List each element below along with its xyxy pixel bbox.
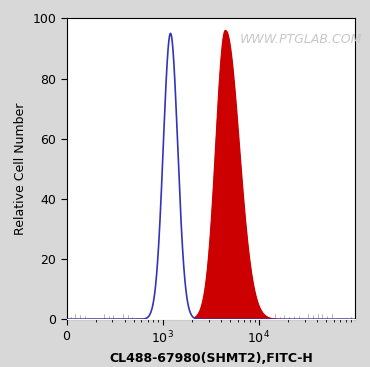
Y-axis label: Relative Cell Number: Relative Cell Number <box>14 103 27 235</box>
X-axis label: CL488-67980(SHMT2),FITC-H: CL488-67980(SHMT2),FITC-H <box>109 352 313 365</box>
Text: WWW.PTGLAB.COM: WWW.PTGLAB.COM <box>240 33 362 46</box>
